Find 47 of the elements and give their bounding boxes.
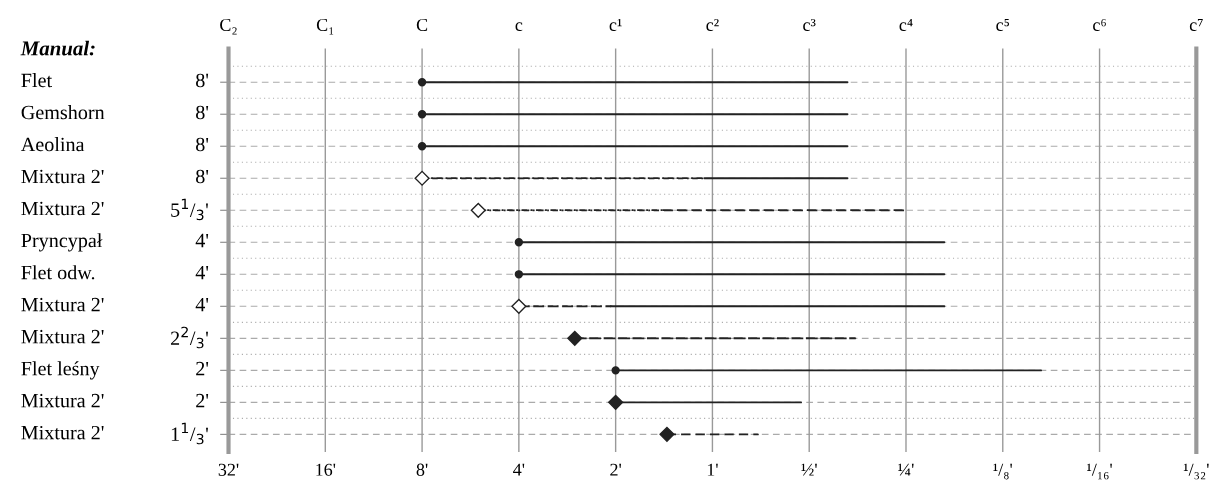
text: c⁴ — [899, 19, 913, 32]
x-tick-label: ½' — [801, 463, 817, 476]
y2-tick-label: 1$^{1}$/$_{3}$' — [171, 422, 208, 445]
x-tick-label: 32' — [218, 463, 239, 476]
y2-tick-label: 4' — [195, 297, 209, 312]
x-tick-label: ¼' — [898, 463, 914, 476]
text: Manual: — [20, 40, 95, 56]
y2-tick-label: 2' — [196, 361, 209, 376]
text: c⁶ — [1093, 19, 1106, 32]
y2-tick-label: 4' — [195, 233, 209, 248]
y2-tick-label: 8' — [196, 169, 209, 184]
y-tick-label: Aeolina — [20, 137, 85, 152]
x-tick-label: 16' — [316, 463, 336, 476]
y-tick-label: Gemshorn — [21, 105, 105, 120]
y-tick-label: Flet odw. — [21, 265, 95, 280]
y-tick-label: Mixtura 2' — [21, 201, 104, 216]
y2-tick-label: 8' — [196, 137, 209, 152]
y2-tick-label: 8' — [196, 73, 209, 88]
y-tick-label: Mixtura 2' — [21, 297, 104, 312]
x-tick-label: ¹/₃₂' — [1183, 463, 1209, 480]
y-tick-label: Mixtura 2' — [21, 425, 104, 440]
y2-tick-label: 2' — [196, 393, 209, 408]
x-tick-label: ¹/₁₆' — [1087, 463, 1112, 480]
y-tick-label: Mixtura 2' — [21, 329, 104, 344]
text: c¹ — [609, 19, 622, 32]
y2-tick-label: 4' — [195, 265, 209, 280]
y-tick-label: Flet — [21, 73, 52, 88]
text: c³ — [803, 18, 816, 32]
y-tick-label: Mixtura 2' — [21, 169, 104, 184]
y2-tick-label: 5$^{1}$/$_{3}$' — [171, 198, 208, 221]
x-tick-label: 4' — [513, 463, 525, 476]
y-tick-label: Pryncypał — [21, 233, 103, 252]
text: c⁷ — [1189, 19, 1203, 32]
x-tick-label: ¹/₈' — [993, 463, 1012, 480]
y2-tick-label: 2$^{2}$/$_{3}$' — [170, 326, 208, 349]
y-tick-label: Mixtura 2' — [21, 393, 104, 408]
y2-tick-label: 8' — [196, 105, 209, 120]
text: c² — [706, 18, 719, 32]
x-tick-label: 1' — [707, 463, 718, 476]
x-tick-label: 8' — [416, 463, 428, 476]
x-tick-label: 2' — [610, 463, 622, 476]
y-tick-label: Flet leśny — [21, 361, 100, 380]
text: c — [515, 22, 523, 32]
text: C₁ — [316, 18, 334, 35]
text: c⁵ — [996, 19, 1010, 32]
text: C — [416, 18, 428, 32]
text: C₂ — [220, 18, 237, 35]
